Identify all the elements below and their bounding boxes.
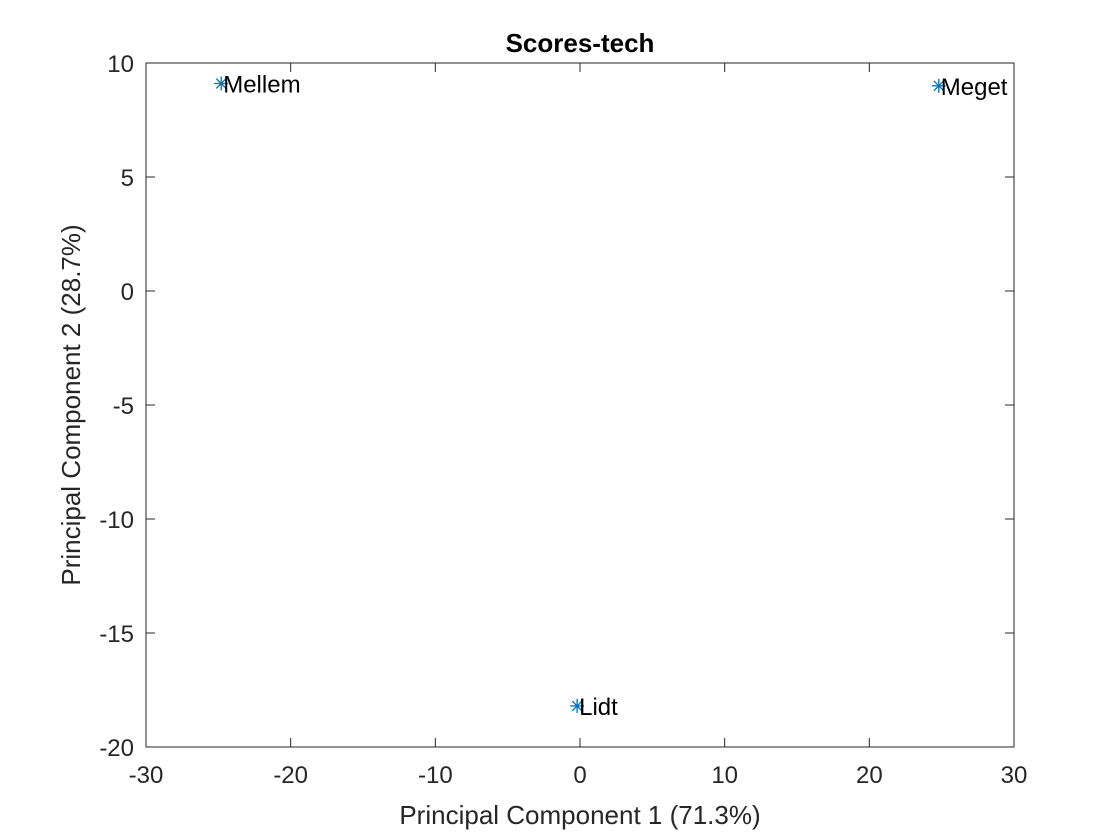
x-axis-label: Principal Component 1 (71.3%)	[399, 800, 760, 830]
y-tick-label: -20	[99, 735, 134, 762]
axes-box	[145, 62, 1015, 748]
x-tick-label: 30	[1001, 762, 1028, 789]
data-point-asterisk	[570, 698, 585, 713]
x-tick-labels: -30 -20 -10 0 10 20 30	[129, 762, 1028, 789]
data-point-asterisk	[214, 76, 229, 91]
y-tick-label: 0	[121, 279, 134, 306]
y-tick-label: -5	[113, 393, 134, 420]
data-point-label: Meget	[941, 74, 1008, 101]
y-tick-label: -15	[99, 621, 134, 648]
x-tick-label: -10	[418, 762, 453, 789]
y-tick-label: -10	[99, 507, 134, 534]
plot-area	[146, 63, 1014, 747]
x-tick-label: 10	[711, 762, 738, 789]
data-points	[214, 76, 946, 713]
y-tick-label: 10	[107, 51, 134, 78]
chart-title: Scores-tech	[506, 28, 655, 58]
data-point-asterisk	[931, 78, 946, 93]
y-tick-labels: -20 -15 -10 -5 0 5 10	[99, 51, 134, 762]
x-tick-label: -20	[273, 762, 308, 789]
data-point-label: Mellem	[223, 72, 300, 99]
data-point-label: Lidt	[579, 694, 618, 721]
y-axis-label: Principal Component 2 (28.7%)	[56, 224, 86, 585]
y-tick-label: 5	[121, 165, 134, 192]
x-tick-label: 0	[573, 762, 586, 789]
x-tick-label: 20	[856, 762, 883, 789]
point-labels: Mellem Meget Lidt	[223, 72, 1008, 721]
x-tick-label: -30	[129, 762, 164, 789]
